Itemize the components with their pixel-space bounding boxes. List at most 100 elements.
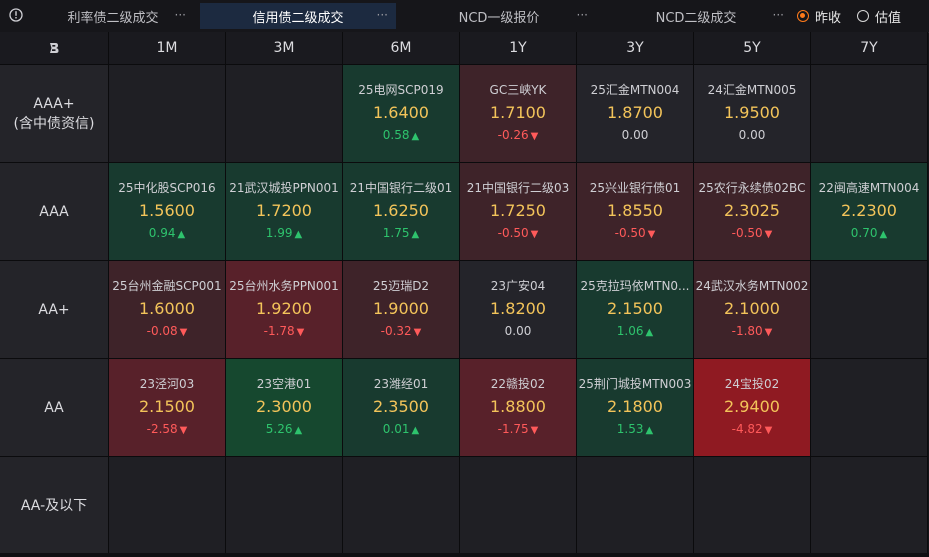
bond-cell[interactable]: 25克拉玛依MTN0... 2.1500 1.06 ▲ [577,261,694,359]
bond-yield: 1.8700 [607,103,663,122]
change-value: 0.70 [850,226,878,240]
bond-cell[interactable]: 23广安04 1.8200 0.00 [460,261,577,359]
bond-name: 23空港01 [256,377,312,391]
tab-credit-bond-secondary[interactable]: 信用债二级成交 ··· [200,3,396,29]
bond-cell[interactable]: 25台州金融SCP001 1.6000 -0.08 ▼ [109,261,226,359]
column-header-7y[interactable]: 7Y [811,32,928,65]
bond-cell[interactable]: 24宝投02 2.9400 -4.82 ▼ [694,359,811,457]
corner-header [0,32,109,65]
bond-yield: 1.7200 [256,201,312,220]
column-header-1m[interactable]: 1M [109,32,226,65]
bond-yield: 1.9500 [724,103,780,122]
bond-change: -1.75 ▼ [460,422,576,436]
bond-cell[interactable]: 23空港01 2.3000 5.26 ▲ [226,359,343,457]
change-value: 1.06 [616,324,644,338]
empty-cell [577,457,694,555]
bond-name: 25电网SCP019 [358,83,444,97]
bond-change: -4.82 ▼ [694,422,810,436]
bond-cell[interactable]: 25农行永续债02BC 2.3025 -0.50 ▼ [694,163,811,261]
tab-ncd-secondary[interactable]: NCD二级成交 ··· [600,3,792,29]
arrow-up-icon: ▲ [645,327,654,338]
empty-cell [109,65,226,163]
bond-yield: 1.8550 [607,201,663,220]
arrow-down-icon: ▼ [647,229,656,240]
bond-change: 1.53 ▲ [577,422,693,436]
bond-cell[interactable]: 22闽高速MTN004 2.2300 0.70 ▲ [811,163,928,261]
more-options-icon[interactable]: ··· [376,8,388,22]
bond-yield: 1.9200 [256,299,312,318]
bond-name: 25迈瑞D2 [372,279,430,293]
bond-cell[interactable]: 25兴业银行债01 1.8550 -0.50 ▼ [577,163,694,261]
change-value: -0.32 [380,324,412,338]
bond-name: 25农行永续债02BC [698,181,806,195]
bond-cell[interactable]: GC三峡YK 1.7100 -0.26 ▼ [460,65,577,163]
column-header-3m[interactable]: 3M [226,32,343,65]
bond-cell[interactable]: 21中国银行二级03 1.7250 -0.50 ▼ [460,163,577,261]
arrow-down-icon: ▼ [764,229,773,240]
bond-cell[interactable]: 21武汉城投PPN001 1.7200 1.99 ▲ [226,163,343,261]
bond-cell[interactable]: 22赣投02 1.8800 -1.75 ▼ [460,359,577,457]
bottom-edge [0,553,929,557]
bond-change: 0.58 ▲ [343,128,459,142]
bond-cell[interactable]: 24汇金MTN005 1.9500 0.00 [694,65,811,163]
arrow-down-icon: ▼ [530,425,539,436]
bond-cell[interactable]: 25荆门城投MTN003 2.1800 1.53 ▲ [577,359,694,457]
bond-cell[interactable]: 25迈瑞D2 1.9000 -0.32 ▼ [343,261,460,359]
empty-cell [811,359,928,457]
tab-label: 利率债二级成交 [67,10,159,26]
more-options-icon[interactable]: ··· [174,8,186,22]
radio-unselected-icon [857,10,869,22]
radio-valuation[interactable]: 估值 [857,7,902,26]
radio-prev-close[interactable]: 昨收 [797,7,841,26]
tab-rate-bond-secondary[interactable]: 利率债二级成交 ··· [32,3,194,29]
empty-cell [694,457,811,555]
arrow-up-icon: ▲ [411,229,420,240]
bond-name: 21中国银行二级03 [466,181,570,195]
bond-change: -0.32 ▼ [343,324,459,338]
column-header-5y[interactable]: 5Y [694,32,811,65]
arrow-up-icon: ▲ [411,425,420,436]
bond-name: 25汇金MTN004 [590,83,680,97]
bond-yield: 2.3000 [256,397,312,416]
bond-change: 0.94 ▲ [109,226,225,240]
bond-cell[interactable]: 21中国银行二级01 1.6250 1.75 ▲ [343,163,460,261]
bond-change: -0.50 ▼ [460,226,576,240]
change-value: 0.94 [148,226,176,240]
change-value: 0.01 [382,422,410,436]
arrow-up-icon: ▲ [411,131,420,142]
bond-cell[interactable]: 23泾河03 2.1500 -2.58 ▼ [109,359,226,457]
change-value: 0.58 [382,128,410,142]
bond-yield: 1.6000 [139,299,195,318]
bond-change: -0.08 ▼ [109,324,225,338]
bond-cell[interactable]: 25中化股SCP016 1.5600 0.94 ▲ [109,163,226,261]
bond-cell[interactable]: 25电网SCP019 1.6400 0.58 ▲ [343,65,460,163]
bond-change: -1.80 ▼ [694,324,810,338]
arrow-up-icon: ▲ [177,229,186,240]
bond-name: 24武汉水务MTN002 [695,279,809,293]
change-value: 1.99 [265,226,293,240]
column-header-6m[interactable]: 6M [343,32,460,65]
bond-yield: 2.1000 [724,299,780,318]
more-options-icon[interactable]: ··· [576,8,588,22]
empty-cell [226,457,343,555]
info-icon[interactable] [9,8,23,22]
bond-cell[interactable]: 23潍经01 2.3500 0.01 ▲ [343,359,460,457]
change-value: 1.75 [382,226,410,240]
radio-label: 估值 [875,10,902,26]
column-header-1y[interactable]: 1Y [460,32,577,65]
bond-cell[interactable]: 25汇金MTN004 1.8700 0.00 [577,65,694,163]
bond-change: -0.26 ▼ [460,128,576,142]
bond-name: 21中国银行二级01 [349,181,453,195]
arrow-down-icon: ▼ [179,327,188,338]
arrow-down-icon: ▼ [296,327,305,338]
bond-cell[interactable]: 25台州水务PPN001 1.9200 -1.78 ▼ [226,261,343,359]
more-options-icon[interactable]: ··· [772,8,784,22]
arrow-down-icon: ▼ [179,425,188,436]
bond-cell[interactable]: 24武汉水务MTN002 2.1000 -1.80 ▼ [694,261,811,359]
bond-yield: 2.1500 [139,397,195,416]
tab-ncd-primary-quote[interactable]: NCD一级报价 ··· [402,3,596,29]
arrow-down-icon: ▼ [413,327,422,338]
bond-name: 25台州水务PPN001 [229,279,339,293]
rating-row-label: AA-及以下 [0,457,109,555]
column-header-3y[interactable]: 3Y [577,32,694,65]
